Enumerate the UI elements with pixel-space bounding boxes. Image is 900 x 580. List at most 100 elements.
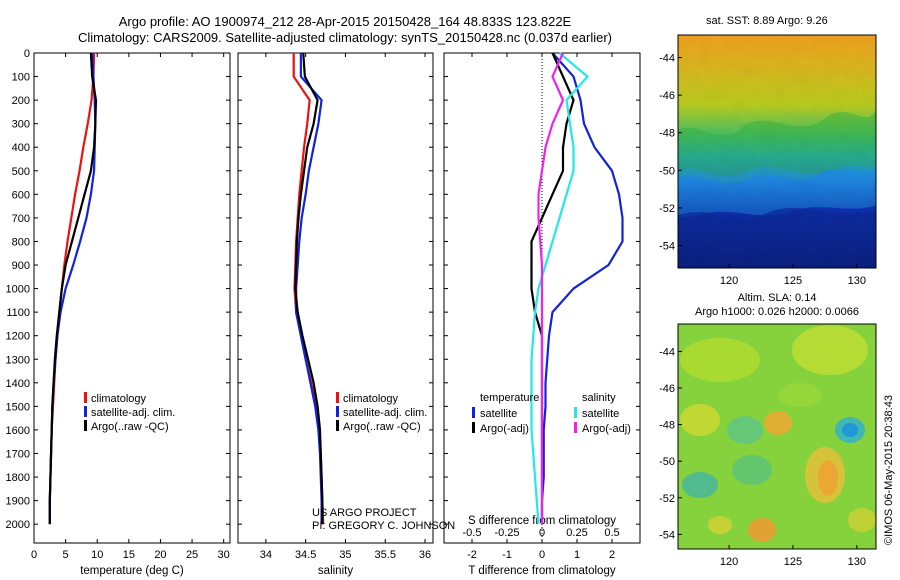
panel-frame — [33, 52, 231, 544]
y-tick-label: 1000 — [6, 284, 30, 296]
lat-tick-label: -46 — [659, 90, 675, 102]
legend-swatch — [574, 422, 577, 433]
sst-map — [677, 34, 877, 269]
title-line-1: Argo profile: AO 1900974_212 28-Apr-2015… — [118, 14, 572, 29]
y-tick-label: 700 — [12, 213, 30, 225]
x-tick-label: 15 — [123, 549, 135, 561]
lon-tick-label: 125 — [784, 556, 802, 568]
y-tick-label: 600 — [12, 189, 30, 201]
y-tick-label: 1500 — [6, 401, 30, 413]
y-tick-label: 1800 — [6, 472, 30, 484]
lat-tick-label: -52 — [659, 203, 675, 215]
lat-tick-label: -46 — [659, 383, 675, 395]
profile-panel-3: -2 -1 0 1 2 T difference from climatology -0.5… — [443, 52, 641, 577]
sst-map-title: sat. SST: 8.89 Argo: 9.26 — [706, 15, 828, 27]
legend-label: Argo(..raw -QC) — [91, 421, 169, 433]
y-tick-label: 1600 — [6, 425, 30, 437]
x-tick-label: 35.5 — [375, 549, 396, 561]
lat-tick-label: -48 — [659, 420, 675, 432]
x-axis-label: temperature (deg C) — [80, 565, 184, 577]
y-tick-label: 200 — [12, 95, 30, 107]
lat-tick-label: -50 — [659, 165, 675, 177]
y-tick-label: 400 — [12, 142, 30, 154]
y-tick-label: 1100 — [6, 307, 30, 319]
legend-label: satellite-adj. clim. — [91, 407, 175, 419]
y-tick-label: 900 — [12, 260, 30, 272]
x-tick-label: 1 — [574, 549, 580, 561]
panel-frame — [237, 52, 434, 544]
credit-line-1: US ARGO PROJECT — [312, 507, 417, 519]
top-x-tick-label: -0.5 — [463, 527, 482, 539]
lat-tick-label: -44 — [659, 53, 675, 65]
series-line-temperature-satellite — [540, 52, 624, 525]
profile-panel-1: 0 5 10 15 20 25 300100200300400500600700800900… — [6, 48, 231, 577]
x-tick-label: 25 — [186, 549, 198, 561]
x-tick-label: 0 — [539, 549, 545, 561]
legend-header-temperature: temperature — [480, 392, 539, 404]
x-axis-label: T difference from climatology — [468, 565, 615, 577]
sla-map-axes: -44 -46 -48 -50 -52 -54 120 125 130 — [659, 346, 866, 568]
legend-label: satellite — [582, 408, 619, 420]
legend-label: climatology — [91, 393, 147, 405]
top-x-tick-label: 0.25 — [566, 527, 587, 539]
y-tick-label: 2000 — [6, 519, 30, 531]
sla-map-title-1: Altim. SLA: 0.14 — [738, 292, 817, 304]
legend-label: Argo(-adj) — [480, 423, 529, 435]
series-line-argo-raw-qc- — [294, 52, 324, 525]
x-tick-label: 30 — [218, 549, 230, 561]
legend-header-salinity: salinity — [582, 392, 616, 404]
sst-map-axes: -44 -46 -48 -50 -52 -54 120 125 130 — [659, 53, 866, 287]
top-x-tick-label: 0 — [539, 527, 545, 539]
profile-panel-2: 34 34.5 35 35.5 36 salinity climatology satelli… — [237, 52, 434, 577]
legend-swatch — [336, 406, 339, 417]
y-tick-label: 1700 — [6, 448, 30, 460]
x-tick-label: -2 — [467, 549, 477, 561]
lon-tick-label: 125 — [784, 275, 802, 287]
lon-tick-label: 130 — [848, 275, 866, 287]
title-line-2: Climatology: CARS2009. Satellite-adjuste… — [77, 30, 612, 45]
y-tick-label: 800 — [12, 236, 30, 248]
legend-label: Argo(-adj) — [582, 423, 631, 435]
y-tick-label: 1200 — [6, 331, 30, 343]
legend-label: satellite-adj. clim. — [343, 407, 427, 419]
y-tick-label: 1900 — [6, 496, 30, 508]
x-tick-label: 2 — [609, 549, 615, 561]
y-tick-label: 0 — [24, 48, 30, 60]
y-tick-label: 1300 — [6, 354, 30, 366]
legend-swatch — [84, 406, 87, 417]
sla-map — [677, 323, 877, 550]
x-tick-label: 5 — [63, 549, 69, 561]
legend-swatch — [84, 392, 87, 403]
series-line-salinity-satellite — [530, 52, 589, 525]
lat-tick-label: -52 — [659, 493, 675, 505]
sla-map-title-2: Argo h1000: 0.026 h2000: 0.0066 — [695, 306, 859, 318]
y-tick-label: 300 — [12, 119, 30, 131]
x-tick-label: 34.5 — [295, 549, 316, 561]
legend-swatch — [84, 420, 87, 431]
top-x-tick-label: -0.25 — [494, 527, 519, 539]
x-tick-label: -1 — [502, 549, 512, 561]
y-tick-label: 100 — [12, 72, 30, 84]
lat-tick-label: -54 — [659, 240, 675, 252]
lon-tick-label: 130 — [848, 556, 866, 568]
lat-tick-label: -44 — [659, 346, 675, 358]
series-line-argo-raw-qc- — [48, 52, 98, 525]
legend-label: satellite — [480, 408, 517, 420]
imos-watermark: ©IMOS 06-May-2015 20:38:43 — [883, 395, 895, 545]
legend-swatch — [574, 407, 577, 418]
x-tick-label: 10 — [91, 549, 103, 561]
lon-tick-label: 120 — [720, 275, 738, 287]
legend-swatch — [472, 407, 475, 418]
lat-tick-label: -50 — [659, 456, 675, 468]
x-tick-label: 0 — [31, 549, 37, 561]
legend-swatch — [472, 422, 475, 433]
x-tick-label: 34 — [260, 549, 272, 561]
legend-label: climatology — [343, 393, 399, 405]
y-tick-label: 500 — [12, 166, 30, 178]
lat-tick-label: -54 — [659, 529, 675, 541]
top-x-tick-label: 0.5 — [604, 527, 619, 539]
lon-tick-label: 120 — [720, 556, 738, 568]
series-line-salinity-argo-adj- — [537, 52, 565, 525]
legend-label: Argo(..raw -QC) — [343, 421, 421, 433]
